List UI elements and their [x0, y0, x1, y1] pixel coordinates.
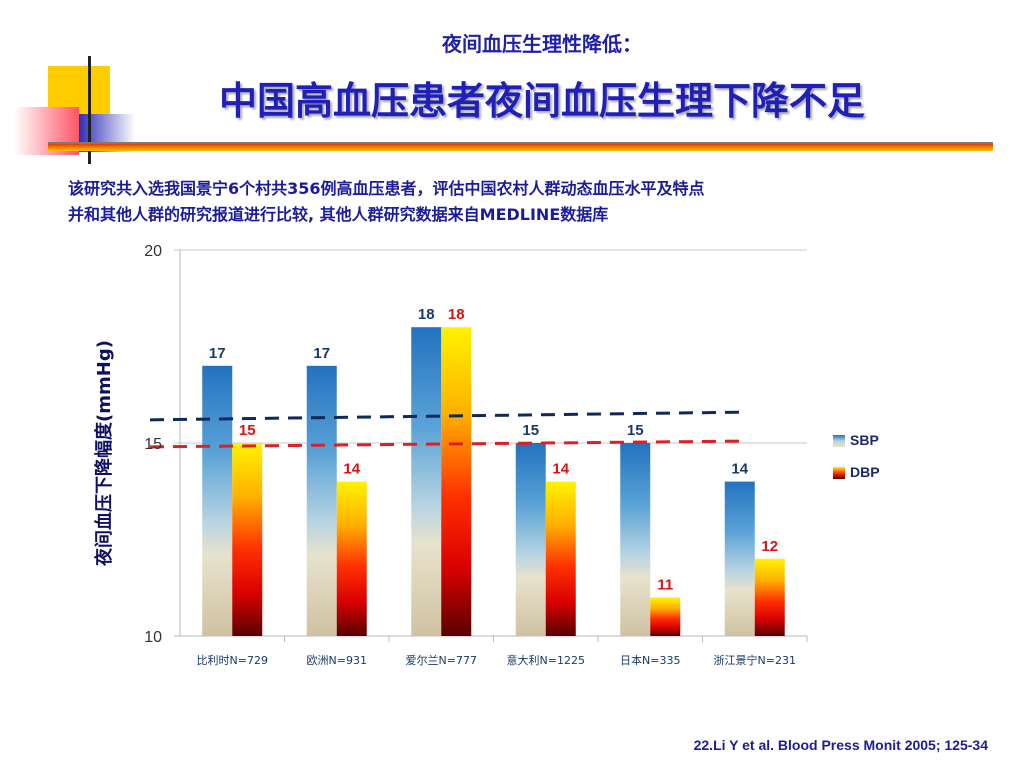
bar-dbp-2	[441, 327, 472, 636]
bar-dbp-1	[336, 481, 367, 636]
bar-sbp-1	[306, 365, 337, 636]
bar-dbp-5	[754, 558, 785, 636]
bar-dbp-0	[232, 443, 263, 636]
x-tick-label: 欧洲N=931	[307, 654, 367, 667]
reference-line-sbp	[149, 410, 747, 422]
data-label-dbp: 11	[657, 576, 673, 593]
data-label-dbp: 18	[448, 306, 465, 323]
y-tick-label: 10	[144, 629, 162, 646]
legend-swatch-sbp	[833, 435, 845, 447]
data-label-sbp: 15	[627, 422, 644, 439]
bar-dbp-4	[650, 597, 681, 636]
citation: 22.Li Y et al. Blood Press Monit 2005; 1…	[693, 737, 988, 753]
reference-lines	[149, 410, 747, 449]
x-tick-label: 比利时N=729	[197, 654, 268, 667]
data-label-dbp: 15	[239, 422, 256, 439]
reference-line-dbp	[149, 439, 747, 449]
decor-vertical-line	[88, 56, 91, 164]
legend-swatch-dbp	[833, 467, 845, 479]
data-label-sbp: 14	[731, 461, 748, 478]
bar-sbp-3	[515, 443, 546, 636]
data-label-dbp: 14	[343, 461, 360, 478]
x-tick-label: 浙江景宁N=231	[714, 653, 796, 667]
data-label-sbp: 18	[418, 306, 435, 323]
x-tick-label: 意大利N=1225	[507, 653, 585, 667]
data-label-dbp: 14	[552, 461, 569, 478]
description-line-1: 该研究共入选我国景宁6个村共356例高血压患者，评估中国农村人群动态血压水平及特…	[68, 179, 705, 198]
page-subtitle: 夜间血压生理性降低：	[442, 32, 642, 56]
legend-label-dbp: DBP	[850, 464, 880, 480]
data-label-dbp: 12	[761, 538, 778, 555]
description-line-2: 并和其他人群的研究报道进行比较, 其他人群研究数据来自MEDLINE数据库	[68, 205, 609, 224]
legend-label-sbp: SBP	[850, 432, 879, 448]
data-label-sbp: 17	[209, 345, 226, 362]
data-label-sbp: 15	[522, 422, 539, 439]
bar-sbp-2	[411, 327, 442, 636]
bar-sbp-0	[202, 365, 233, 636]
bar-dbp-3	[545, 481, 576, 636]
bar-sbp-4	[620, 443, 651, 636]
y-tick-label: 15	[144, 436, 162, 453]
x-tick-label: 日本N=335	[620, 653, 680, 667]
data-label-sbp: 17	[313, 345, 330, 362]
title-divider	[48, 142, 993, 151]
x-tick-label: 爱尔兰N=777	[406, 654, 477, 667]
chart-grid	[174, 249, 808, 642]
bar-sbp-5	[724, 481, 755, 636]
chart-bars	[202, 327, 785, 636]
page-title: 中国高血压患者夜间血压生理下降不足	[218, 79, 865, 123]
chart-labels: 10 15 20 比利时N=729 17 15 欧洲N=931 17 14 爱尔兰N=777 18 1…	[144, 243, 796, 667]
y-tick-label: 20	[144, 243, 162, 260]
